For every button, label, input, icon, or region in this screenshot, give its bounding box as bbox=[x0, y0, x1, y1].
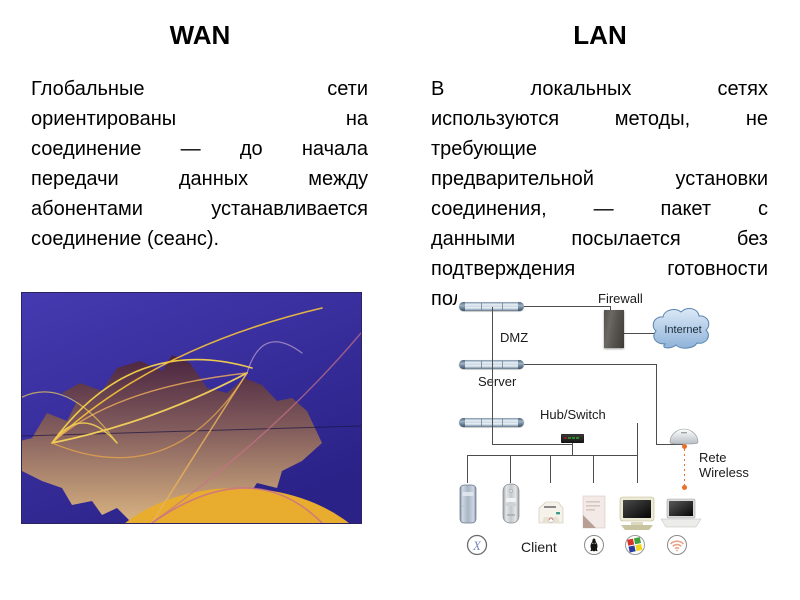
svg-text:X: X bbox=[472, 538, 482, 553]
svg-text:Internet: Internet bbox=[664, 324, 701, 336]
